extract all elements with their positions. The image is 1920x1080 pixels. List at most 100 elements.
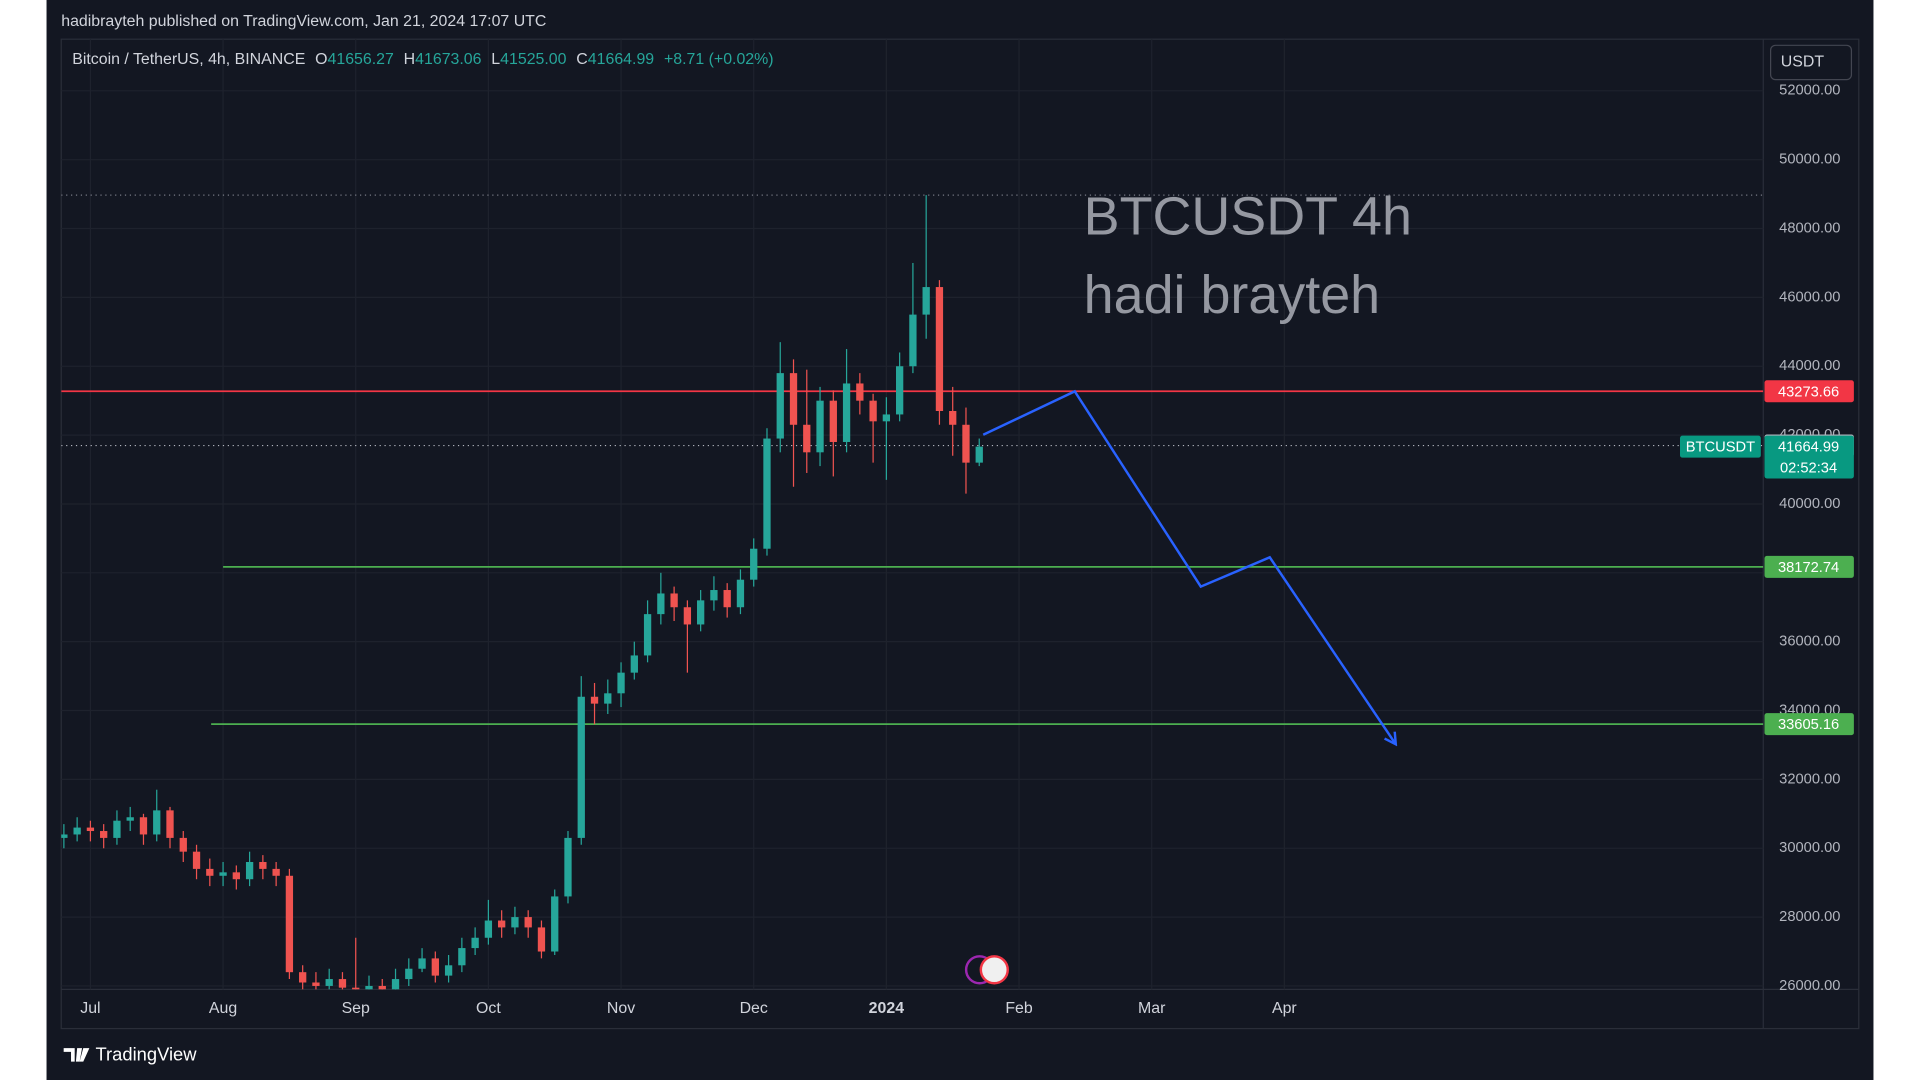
x-tick-label: 2024 [869, 1000, 905, 1017]
candle-body [723, 590, 731, 608]
candle-body [962, 424, 970, 463]
candle-body [617, 672, 625, 694]
x-tick-label: Nov [607, 1000, 635, 1017]
last-price-label: 41664.99 [1778, 440, 1839, 456]
candle-body [245, 862, 254, 880]
candle-body [444, 965, 453, 976]
x-tick-label: Oct [476, 1000, 501, 1017]
candle-body [378, 985, 386, 990]
candle-body [750, 548, 758, 580]
footer-brand: TradingView [96, 1043, 198, 1064]
candle-body [643, 614, 652, 656]
symbol-label: BTCUSDT [1686, 440, 1755, 456]
y-tick-label: 40000.00 [1779, 496, 1840, 512]
candle-body [511, 917, 519, 928]
y-tick-label: 44000.00 [1779, 358, 1840, 374]
candle-body [895, 366, 904, 415]
legend-symbol: Bitcoin / TetherUS, 4h, BINANCE [72, 51, 305, 68]
candle-body [935, 287, 944, 412]
candle-body [219, 872, 227, 876]
candle-body [670, 593, 678, 608]
x-tick-label: Feb [1005, 1000, 1033, 1017]
candle-body [657, 593, 665, 615]
axes: 26000.0028000.0030000.0032000.0034000.00… [80, 83, 1854, 1017]
level-tag [1764, 713, 1854, 736]
candle-body [139, 817, 148, 835]
currency-label[interactable]: USDT [1781, 54, 1825, 71]
symbol-tag [1680, 435, 1761, 458]
candle-body [975, 446, 983, 463]
legend-key: L [491, 51, 500, 68]
chart-border [60, 38, 1860, 1030]
level-label: 43273.66 [1778, 384, 1839, 400]
x-tick-label: Apr [1272, 1000, 1297, 1017]
y-tick-label: 52000.00 [1779, 83, 1840, 99]
y-tick-label: 26000.00 [1779, 978, 1840, 994]
x-tick-label: Dec [740, 1000, 768, 1017]
event-icon[interactable] [979, 955, 1009, 985]
candle-body [431, 958, 439, 976]
publisher: hadibrayteh published on TradingView.com… [61, 13, 546, 30]
level-tag [1764, 555, 1854, 578]
candle-body [126, 817, 134, 821]
candle-body [842, 383, 851, 442]
candle-body [418, 958, 426, 969]
candle-body [564, 837, 572, 897]
legend-key: C [576, 51, 588, 68]
x-tick-label: Jul [80, 1000, 100, 1017]
level-label: 38172.74 [1778, 560, 1839, 576]
candles [61, 195, 983, 990]
candle-body [61, 834, 68, 838]
countdown: 02:52:34 [1780, 461, 1837, 477]
x-tick-label: Aug [209, 1000, 237, 1017]
y-tick-label: 50000.00 [1779, 152, 1840, 168]
candle-body [365, 985, 373, 990]
legend-value: 41673.06 [415, 51, 481, 68]
candle-body [312, 982, 320, 986]
legend-value: 41656.27 [328, 51, 394, 68]
candle-body [338, 979, 347, 988]
grid [61, 39, 1764, 990]
level-tag [1764, 380, 1854, 403]
candle-body [590, 696, 599, 704]
candle-body [697, 600, 705, 625]
candle-body [153, 810, 161, 835]
candle-body [604, 693, 612, 704]
candle-body [551, 896, 559, 952]
candle-body [498, 920, 506, 928]
candle-body [949, 411, 957, 425]
candle-body [882, 414, 891, 422]
currency-button[interactable] [1770, 44, 1853, 81]
candle-body [922, 287, 930, 315]
y-tick-label: 36000.00 [1779, 634, 1840, 650]
candle-body [206, 868, 214, 876]
candle-body [577, 696, 585, 838]
candle-body [352, 987, 360, 990]
candle-body [816, 400, 824, 453]
candle-body [776, 373, 784, 439]
levels [61, 194, 1764, 726]
candle-body [166, 810, 174, 838]
legend-value: 41525.00 [500, 51, 566, 68]
candle-body [856, 383, 864, 401]
candle-body [763, 438, 771, 549]
x-tick-label: Mar [1138, 1000, 1166, 1017]
y-tick-label: 30000.00 [1779, 840, 1840, 856]
x-tick-label: Sep [342, 1000, 370, 1017]
candle-body [272, 868, 280, 876]
projection-line [982, 389, 1396, 744]
candle-body [803, 424, 811, 453]
last-price-tag [1764, 435, 1854, 479]
candle-body [683, 607, 692, 625]
candle-body [325, 979, 333, 986]
candle-body [710, 590, 718, 601]
annotation: hadi brayteh [1084, 265, 1380, 325]
candle-body [630, 655, 638, 673]
candle-body [100, 831, 108, 838]
candle-body [232, 872, 240, 880]
candle-body [524, 917, 532, 928]
candle-body [829, 400, 837, 442]
candle-body [909, 314, 917, 367]
candle-body [86, 827, 95, 832]
